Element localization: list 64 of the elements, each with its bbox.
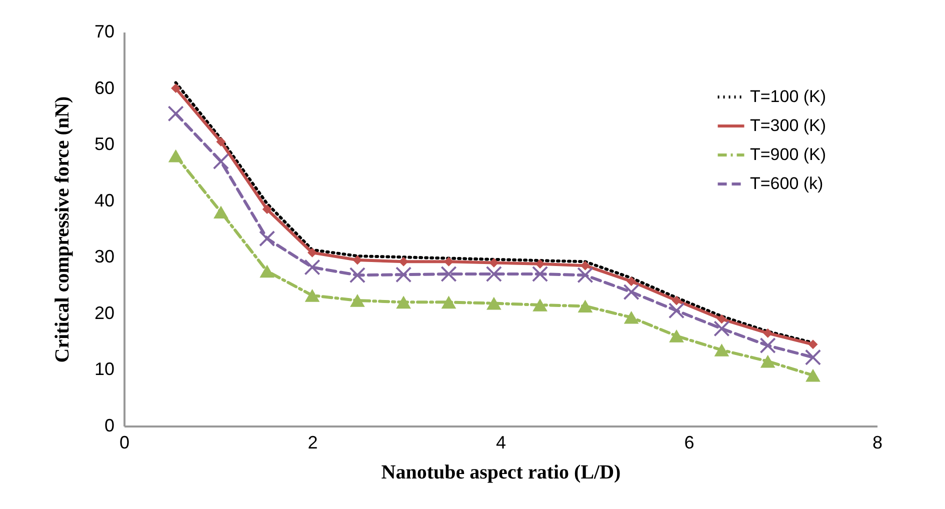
y-tick-label: 10 [94,359,114,380]
point [304,259,320,276]
legend-label: T=100 (K) [750,87,826,106]
y-tick-label: 30 [94,246,114,267]
point [672,296,682,306]
x-tick-label: 2 [308,432,318,452]
point [714,320,730,337]
point [623,284,640,300]
point [532,298,548,312]
point [486,296,502,310]
point [624,310,639,324]
x-tick-label: 0 [119,432,130,452]
point [440,266,457,282]
x-tick-label: 6 [684,432,694,452]
point [168,149,184,162]
y-tick-label: 60 [94,78,114,98]
point [806,368,820,382]
point [626,276,636,286]
point [398,256,408,266]
point [669,330,684,342]
point [262,204,272,214]
point [444,256,454,266]
x-tick-label: 8 [872,432,883,452]
y-tick-label: 40 [94,190,114,210]
point [396,296,411,309]
point [212,153,230,170]
point [171,84,181,94]
point [716,314,726,324]
point [808,340,818,350]
point [760,354,776,368]
point [349,267,366,284]
point [578,300,593,313]
y-tick-label: 50 [94,134,114,154]
point [260,264,274,278]
point [580,260,590,270]
point [489,258,499,268]
x-tick-label: 4 [496,432,506,452]
point [714,344,730,356]
point [577,267,594,284]
point [350,294,365,307]
point [760,337,776,354]
y-tick-label: 70 [94,22,114,42]
point [352,255,362,265]
x-axis-title: Nanotube aspect ratio (L/D) [381,462,621,484]
point [804,349,822,366]
point [395,266,412,283]
point [214,206,228,219]
y-tick-label: 20 [94,302,114,323]
point [308,248,317,258]
point [763,328,773,338]
point [441,296,456,309]
point [259,230,276,247]
point [304,288,320,302]
legend-label: T=900 (K) [750,145,826,164]
y-axis-title: Critical compressive force (nN) [51,96,74,363]
point [168,106,184,122]
legend-label: T=300 (K) [750,116,826,135]
point [486,266,502,282]
point [668,302,685,319]
point [535,259,545,269]
y-tick-label: 0 [104,416,114,436]
legend-label: T=600 (k) [750,174,824,193]
point [216,137,226,146]
point [532,266,548,282]
